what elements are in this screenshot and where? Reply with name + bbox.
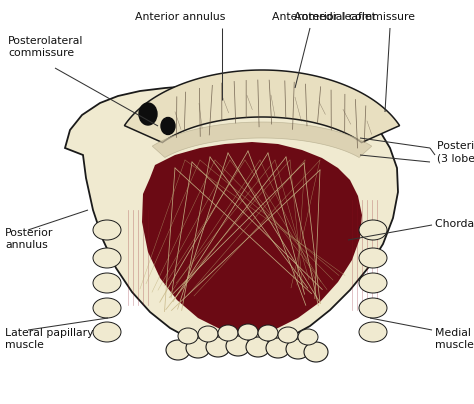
Ellipse shape (359, 220, 387, 240)
Text: Posterior
annulus: Posterior annulus (5, 228, 54, 250)
Ellipse shape (218, 325, 238, 341)
Ellipse shape (161, 118, 175, 135)
Ellipse shape (238, 324, 258, 340)
Ellipse shape (278, 327, 298, 343)
Ellipse shape (178, 328, 198, 344)
Text: Anterior annulus: Anterior annulus (135, 12, 225, 22)
Ellipse shape (304, 342, 328, 362)
Polygon shape (142, 142, 362, 335)
Ellipse shape (166, 340, 190, 360)
Ellipse shape (93, 298, 121, 318)
Text: Chordae tendineae: Chordae tendineae (435, 219, 474, 229)
Ellipse shape (286, 339, 310, 359)
Polygon shape (124, 70, 400, 143)
Ellipse shape (258, 325, 278, 341)
Ellipse shape (93, 248, 121, 268)
Polygon shape (152, 122, 372, 158)
Ellipse shape (206, 337, 230, 357)
Text: Lateral papillary
muscle: Lateral papillary muscle (5, 328, 93, 350)
Ellipse shape (246, 337, 270, 357)
Ellipse shape (93, 322, 121, 342)
Ellipse shape (298, 329, 318, 345)
Text: Anteromedial commissure: Anteromedial commissure (272, 12, 415, 22)
Ellipse shape (359, 248, 387, 268)
Ellipse shape (186, 338, 210, 358)
Ellipse shape (359, 298, 387, 318)
Text: Posterior leaflet
(3 lobes): Posterior leaflet (3 lobes) (437, 141, 474, 163)
Text: Anterior leaflet: Anterior leaflet (294, 12, 376, 22)
Polygon shape (65, 83, 398, 350)
Ellipse shape (139, 103, 157, 125)
Ellipse shape (359, 322, 387, 342)
Ellipse shape (266, 338, 290, 358)
Ellipse shape (359, 273, 387, 293)
Ellipse shape (93, 273, 121, 293)
Text: Medial papillary
muscle: Medial papillary muscle (435, 328, 474, 350)
Ellipse shape (93, 220, 121, 240)
Text: Posterolateral
commissure: Posterolateral commissure (8, 36, 83, 58)
Ellipse shape (226, 336, 250, 356)
Ellipse shape (198, 326, 218, 342)
